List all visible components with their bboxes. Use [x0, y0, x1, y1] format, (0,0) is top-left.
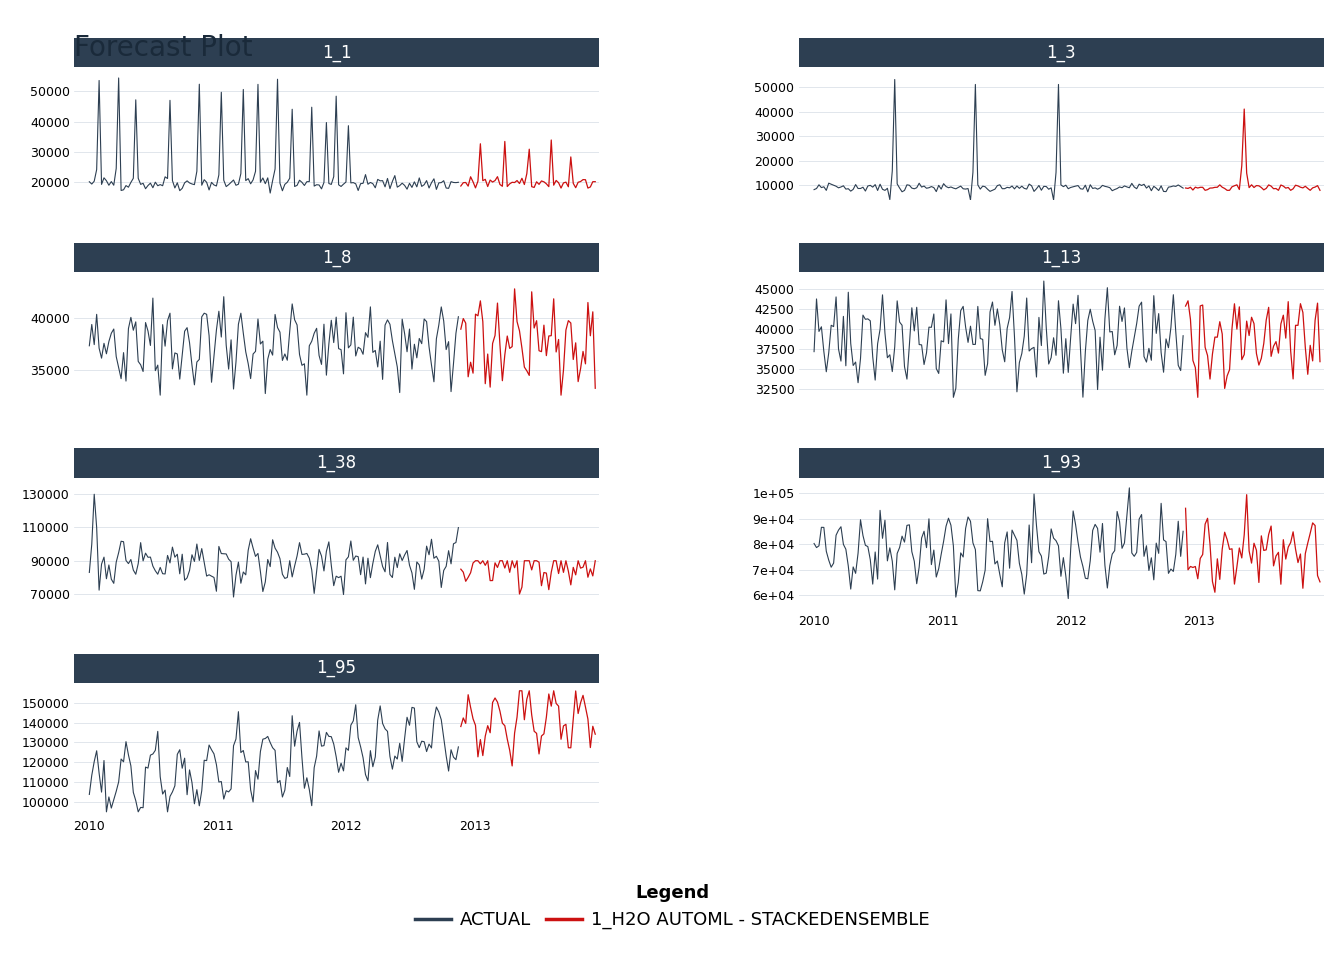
Legend: ACTUAL, 1_H2O AUTOML - STACKEDENSEMBLE: ACTUAL, 1_H2O AUTOML - STACKEDENSEMBLE — [407, 876, 937, 937]
Text: Forecast Plot: Forecast Plot — [74, 34, 253, 61]
